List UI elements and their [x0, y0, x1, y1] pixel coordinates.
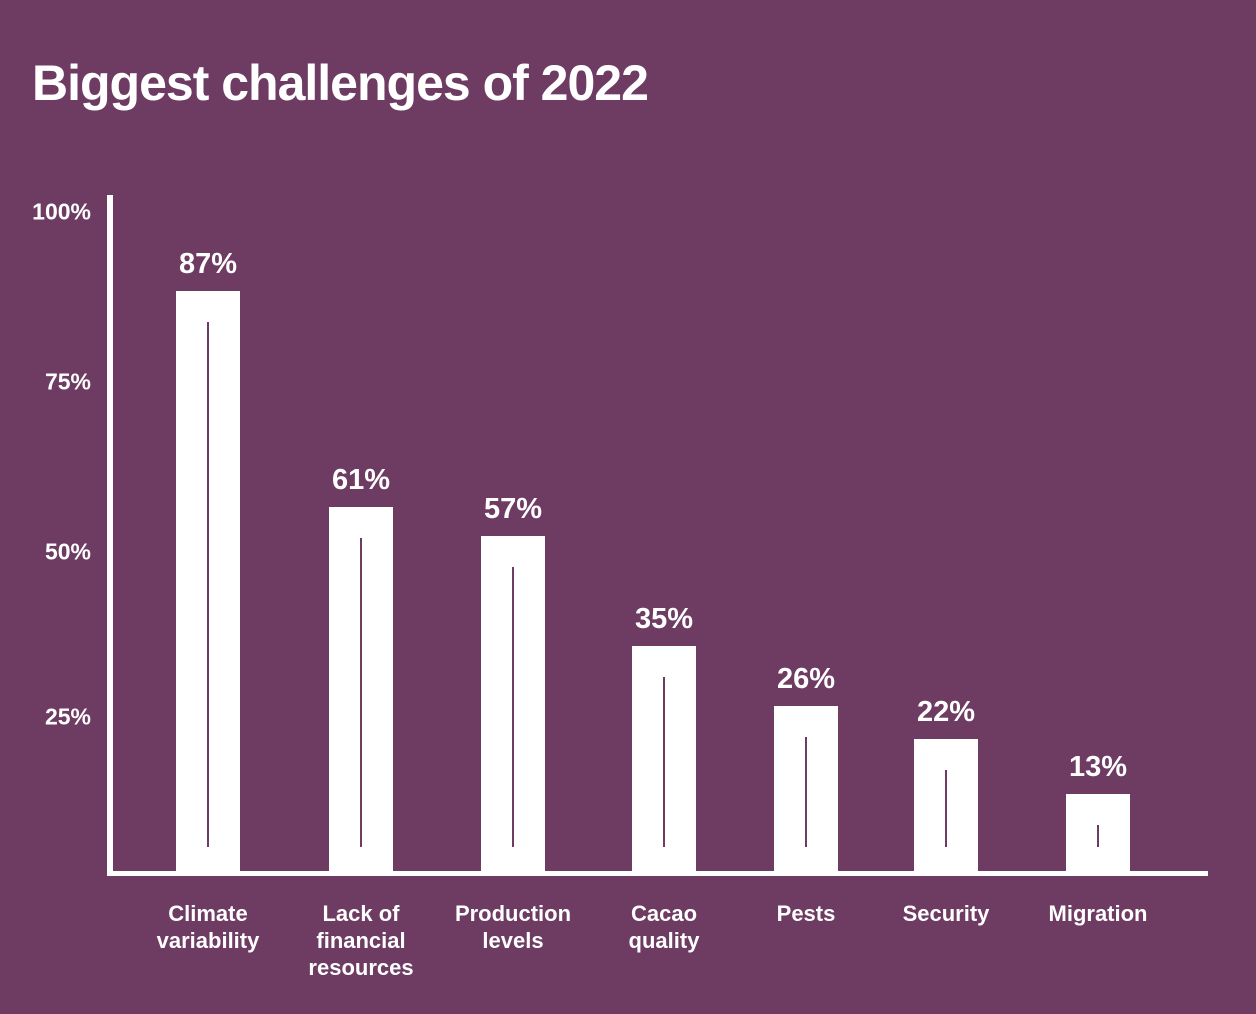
- bar-inner-line: [663, 677, 665, 847]
- y-tick-label-100: 100%: [32, 198, 91, 225]
- bar-security: [914, 739, 978, 876]
- bar-value-label: 87%: [178, 248, 238, 280]
- bar-production-levels: [481, 536, 545, 876]
- category-label-pests: Pests: [776, 901, 836, 926]
- bar-value-label: 26%: [776, 663, 836, 695]
- y-tick-label-75: 75%: [44, 368, 91, 395]
- bar-inner-line: [360, 538, 362, 847]
- category-label-production-levels: Production levels: [454, 901, 572, 953]
- bar-inner-line: [945, 770, 947, 847]
- bar-value-label: 13%: [1068, 751, 1128, 783]
- category-label-cacao-quality: Cacao quality: [628, 901, 700, 953]
- category-label-lack-of-financial-resources: Lack of financial resources: [308, 901, 414, 980]
- bar-inner-line: [805, 737, 807, 847]
- y-axis-line: [107, 195, 113, 876]
- chart-title: Biggest challenges of 2022: [32, 55, 649, 111]
- bar-value-label: 35%: [634, 603, 694, 635]
- bar-inner-line: [1097, 825, 1099, 847]
- bar-value-label: 22%: [916, 696, 976, 728]
- category-label-security: Security: [902, 901, 990, 926]
- category-label-climate-variability: Climate variability: [156, 901, 260, 953]
- bar-migration: [1066, 794, 1130, 876]
- category-label-migration: Migration: [1048, 901, 1148, 926]
- bar-value-label: 61%: [331, 464, 391, 496]
- bar-climate-variability: [176, 291, 240, 876]
- y-tick-label-25: 25%: [44, 703, 91, 730]
- bar-lack-of-financial-resources: [329, 507, 393, 876]
- bar-cacao-quality: [632, 646, 696, 876]
- bar-inner-line: [207, 322, 209, 847]
- bar-value-label: 57%: [483, 493, 543, 525]
- bar-inner-line: [512, 567, 514, 847]
- bar-pests: [774, 706, 838, 876]
- y-tick-label-50: 50%: [44, 538, 91, 565]
